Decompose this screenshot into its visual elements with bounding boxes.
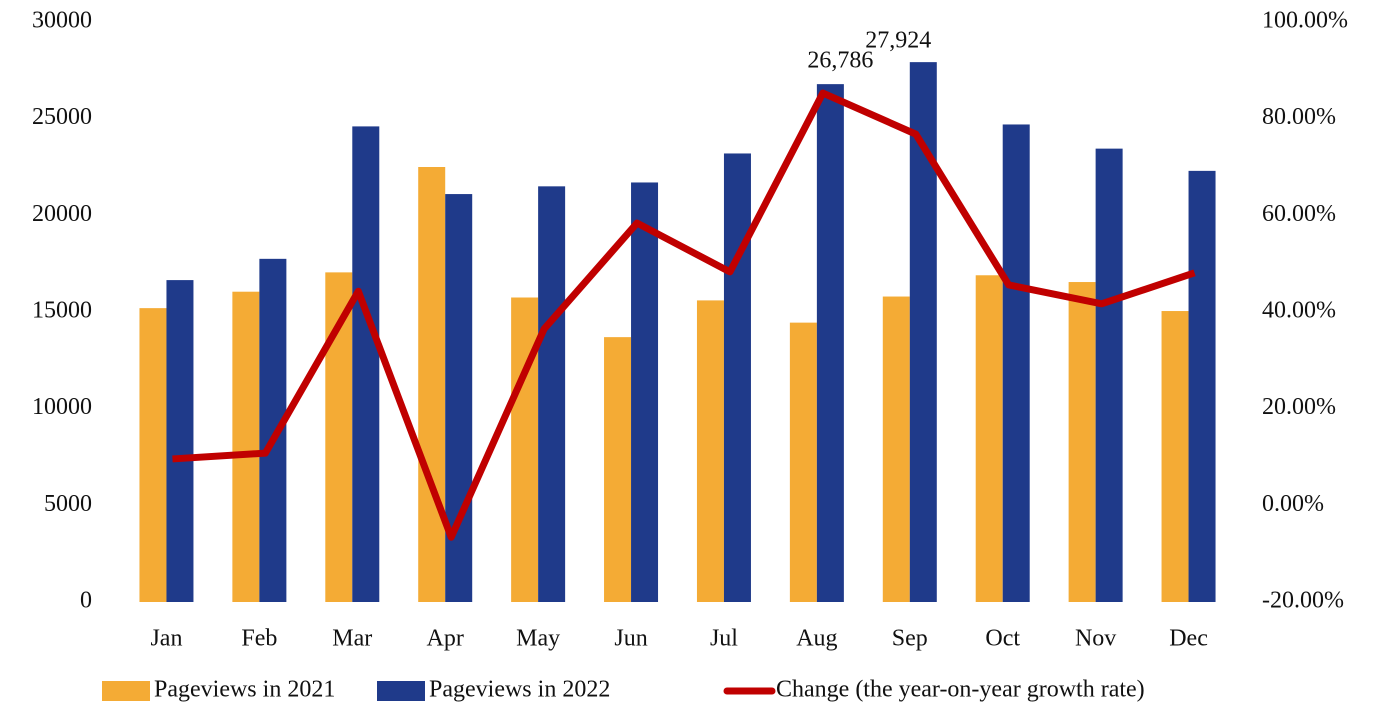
x-tick-label: May (516, 626, 560, 652)
y-tick-label: 30000 (32, 8, 92, 34)
bar (1188, 170, 1216, 602)
bar (1161, 311, 1189, 602)
x-tick-label: Nov (1075, 626, 1116, 652)
bar (882, 296, 910, 602)
bar (1095, 148, 1123, 602)
x-tick-label: Oct (985, 626, 1020, 652)
y-tick-label: 25000 (32, 104, 92, 130)
y-tick-label: 5000 (44, 491, 92, 517)
bar (232, 291, 260, 602)
y-tick-label: 10000 (32, 394, 92, 420)
bar (418, 167, 446, 602)
y2-tick-label: 60.00% (1262, 201, 1336, 227)
bar (1002, 124, 1030, 602)
x-tick-label: Jan (150, 626, 182, 652)
bar (723, 153, 751, 602)
y2-tick-label: 0.00% (1262, 491, 1324, 517)
y2-tick-label: -20.00% (1262, 588, 1344, 614)
bar (166, 280, 194, 602)
legend-label: Pageviews in 2021 (154, 677, 335, 703)
bar (789, 322, 817, 602)
legend-swatch (377, 681, 425, 701)
y-tick-label: 15000 (32, 298, 92, 324)
y2-tick-label: 100.00% (1262, 8, 1348, 34)
bar (816, 84, 844, 603)
y2-tick-label: 40.00% (1262, 298, 1336, 324)
bar (975, 275, 1003, 602)
x-tick-label: Sep (892, 626, 928, 652)
y-tick-label: 20000 (32, 201, 92, 227)
legend-swatch (102, 681, 150, 701)
y-tick-label: 0 (80, 588, 92, 614)
legend-label: Change (the year-on-year growth rate) (776, 677, 1145, 703)
x-tick-label: Apr (427, 626, 464, 652)
x-tick-label: Jul (710, 626, 738, 652)
data-label: 26,786 (807, 48, 873, 74)
x-tick-label: Jun (614, 626, 647, 652)
bar (538, 186, 566, 603)
bar (352, 126, 380, 603)
y2-tick-label: 80.00% (1262, 104, 1336, 130)
x-tick-label: Mar (332, 626, 372, 652)
line (172, 89, 1196, 541)
bar (696, 300, 724, 602)
bar (1068, 282, 1096, 602)
data-label: 27,924 (865, 28, 931, 54)
x-tick-label: Dec (1169, 626, 1208, 652)
x-tick-label: Aug (796, 626, 837, 652)
bar (445, 194, 473, 603)
y2-tick-label: 20.00% (1262, 394, 1336, 420)
bar (139, 308, 167, 602)
x-tick-label: Feb (241, 626, 277, 652)
bar (604, 337, 632, 602)
legend-label: Pageviews in 2022 (429, 677, 610, 703)
bar (631, 182, 659, 602)
